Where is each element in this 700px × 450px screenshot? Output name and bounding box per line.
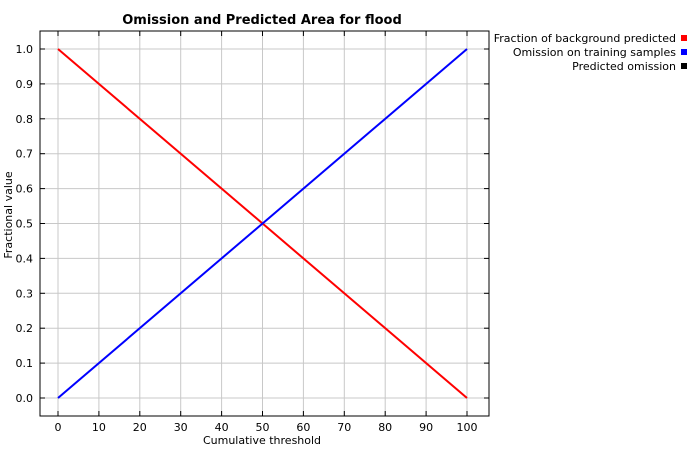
- y-tick-label: 0.1: [16, 357, 34, 370]
- y-tick-label: 1.0: [16, 43, 34, 56]
- legend-swatch: [681, 49, 687, 55]
- chart-title: Omission and Predicted Area for flood: [122, 13, 402, 28]
- legend-swatch: [681, 35, 687, 41]
- y-tick-label: 0.3: [16, 287, 34, 300]
- y-tick-label: 0.4: [16, 252, 34, 265]
- y-tick-label: 0.6: [16, 183, 34, 196]
- grid-lines: [40, 31, 489, 416]
- y-tick-label: 0.5: [16, 218, 34, 231]
- series-lines: [57, 48, 468, 399]
- y-tick-label: 0.9: [16, 78, 34, 91]
- x-tick-label: 100: [457, 421, 478, 434]
- legend-label: Fraction of background predicted: [494, 32, 676, 45]
- x-axis-label: Cumulative threshold: [203, 434, 321, 447]
- axis-ticks: 0 10 20 30 40 50 60 70 80 90 100 0.0 0.1 0.2 0.3 0.4 0.5…: [16, 31, 489, 434]
- y-tick-label: 0.8: [16, 113, 34, 126]
- x-tick-label: 10: [92, 421, 106, 434]
- x-tick-label: 30: [174, 421, 188, 434]
- x-tick-label: 20: [133, 421, 147, 434]
- x-tick-label: 40: [215, 421, 229, 434]
- x-tick-label: 70: [337, 421, 351, 434]
- x-tick-label: 90: [419, 421, 433, 434]
- x-tick-label: 80: [378, 421, 392, 434]
- legend: Fraction of background predictedOmission…: [494, 32, 687, 73]
- legend-label: Predicted omission: [572, 60, 676, 73]
- legend-label: Omission on training samples: [513, 46, 676, 59]
- legend-swatch: [681, 63, 687, 69]
- x-tick-label: 60: [296, 421, 310, 434]
- y-tick-label: 0.2: [16, 322, 34, 335]
- series-line-1: [57, 48, 468, 399]
- y-axis-label: Fractional value: [2, 171, 15, 258]
- y-tick-label: 0.7: [16, 148, 34, 161]
- y-tick-label: 0.0: [16, 392, 34, 405]
- x-tick-label: 0: [55, 421, 62, 434]
- x-tick-label: 50: [256, 421, 270, 434]
